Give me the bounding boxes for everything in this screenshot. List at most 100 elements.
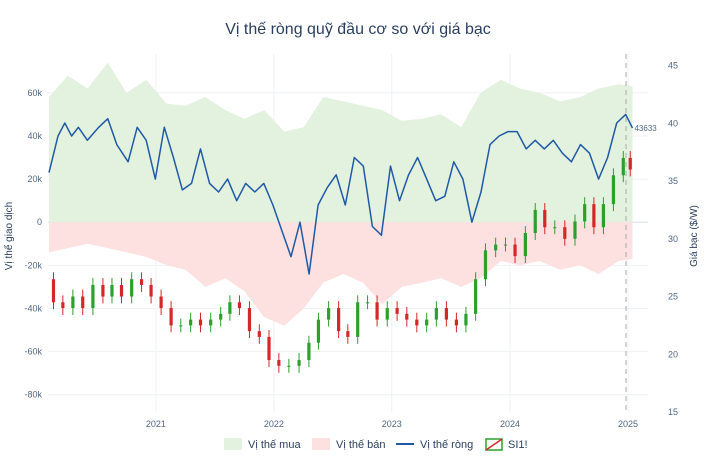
price-candles: [51, 151, 632, 373]
candle-body: [523, 233, 527, 257]
y2-tick-label: 20: [668, 349, 678, 359]
candle-body: [415, 319, 419, 326]
x-tick-label: 2022: [264, 419, 284, 429]
candle-body: [474, 279, 478, 314]
y-axis: 60k 40k 20k 0 -20k -40k -60k -80k: [24, 88, 42, 400]
candle-body: [346, 331, 350, 337]
y-tick-label: 0: [37, 217, 42, 227]
legend-swatch-long: [224, 438, 242, 450]
candle-body: [464, 313, 468, 326]
candle-body: [81, 296, 85, 309]
legend-swatch-candle: [485, 438, 503, 451]
candle-body: [139, 279, 144, 285]
legend-label-long: Vị thế mua: [248, 439, 301, 451]
candle-body: [297, 360, 301, 366]
candle-body: [503, 244, 508, 246]
candle-body: [365, 302, 370, 304]
candle-body: [169, 308, 173, 326]
y2-tick-label: 30: [668, 234, 678, 244]
candle-body: [513, 244, 517, 257]
candle-body: [91, 284, 95, 309]
candle-body: [494, 244, 498, 251]
legend[interactable]: Vị thế mua Vị thế bán Vị thế ròng SI1!: [224, 438, 528, 451]
y2-tick-label: 45: [668, 61, 678, 71]
candle-body: [375, 302, 379, 320]
candle-body: [130, 279, 134, 297]
long-position-area: [48, 62, 633, 223]
candle-body: [628, 157, 632, 170]
candle-body: [533, 209, 537, 233]
candle-body: [444, 308, 448, 320]
y2-axis-title: Giá bạc ($/W): [689, 205, 700, 267]
candle-body: [287, 365, 291, 367]
candle-body: [327, 308, 331, 320]
legend-label-short: Vị thế bán: [336, 439, 386, 451]
candle-body: [119, 284, 124, 297]
y2-tick-label: 15: [668, 407, 678, 417]
net-position-line: [48, 113, 634, 275]
x-tick-label: 2024: [500, 419, 520, 429]
candle-body: [553, 227, 557, 229]
candle-body: [592, 204, 596, 228]
y-tick-label: 40k: [27, 131, 42, 141]
candle-body: [434, 308, 438, 320]
candle-body: [247, 308, 252, 332]
candle-body: [219, 313, 223, 320]
y-tick-label: -40k: [24, 303, 42, 313]
legend-label-net: Vị thế ròng: [420, 439, 473, 451]
candle-body: [573, 221, 577, 239]
x-tick-label: 2021: [146, 419, 166, 429]
candle-body: [209, 319, 213, 326]
candle-body: [601, 204, 606, 228]
y-tick-label: 20k: [27, 174, 42, 184]
candle-body: [51, 279, 56, 303]
x-tick-label: 2025: [618, 419, 638, 429]
candle-body: [307, 342, 311, 361]
candle-body: [277, 360, 281, 366]
y-tick-label: -20k: [24, 260, 42, 270]
chart-title: Vị thế ròng quỹ đầu cơ so với giá bạc: [225, 21, 491, 38]
legend-label-candle: SI1!: [508, 439, 528, 451]
candle-body: [563, 227, 567, 239]
candle-body: [543, 209, 547, 228]
y2-tick-label: 40: [668, 118, 678, 128]
candle-body: [425, 319, 429, 326]
candle-body: [405, 313, 409, 320]
legend-swatch-short: [312, 438, 330, 450]
candle-body: [228, 302, 232, 314]
candle-body: [483, 250, 488, 280]
candle-body: [237, 302, 242, 309]
candle-body: [356, 302, 360, 337]
y-axis-title: Vị thế giao dịch: [3, 202, 15, 270]
candle-body: [110, 284, 114, 297]
candle-body: [621, 157, 625, 176]
candle-body: [71, 296, 75, 309]
x-tick-label: 2023: [382, 419, 402, 429]
candle-body: [149, 284, 153, 297]
plot-area: 4363360k40k20k0-20k-40k-60k-80k152025303…: [24, 54, 678, 429]
candle-body: [385, 308, 389, 320]
candle-body: [316, 319, 321, 343]
candle-body: [454, 319, 459, 326]
candle-body: [179, 325, 183, 327]
y2-tick-label: 35: [668, 176, 678, 186]
candle-body: [101, 284, 105, 297]
candle-body: [198, 319, 203, 326]
candle-body: [189, 319, 193, 326]
short-position-area: [48, 222, 633, 326]
candle-body: [159, 296, 163, 309]
net-position-end-label: 43633: [634, 124, 657, 133]
y2-tick-label: 25: [668, 292, 678, 302]
candle-body: [61, 302, 65, 309]
candle-body: [337, 308, 341, 332]
candle-body: [257, 331, 261, 337]
y-tick-label: -60k: [24, 347, 42, 357]
candle-body: [583, 204, 587, 222]
y-tick-label: -80k: [24, 390, 42, 400]
candle-body: [611, 175, 616, 205]
y-tick-label: 60k: [27, 88, 42, 98]
candle-body: [395, 308, 399, 314]
candle-body: [267, 336, 271, 361]
